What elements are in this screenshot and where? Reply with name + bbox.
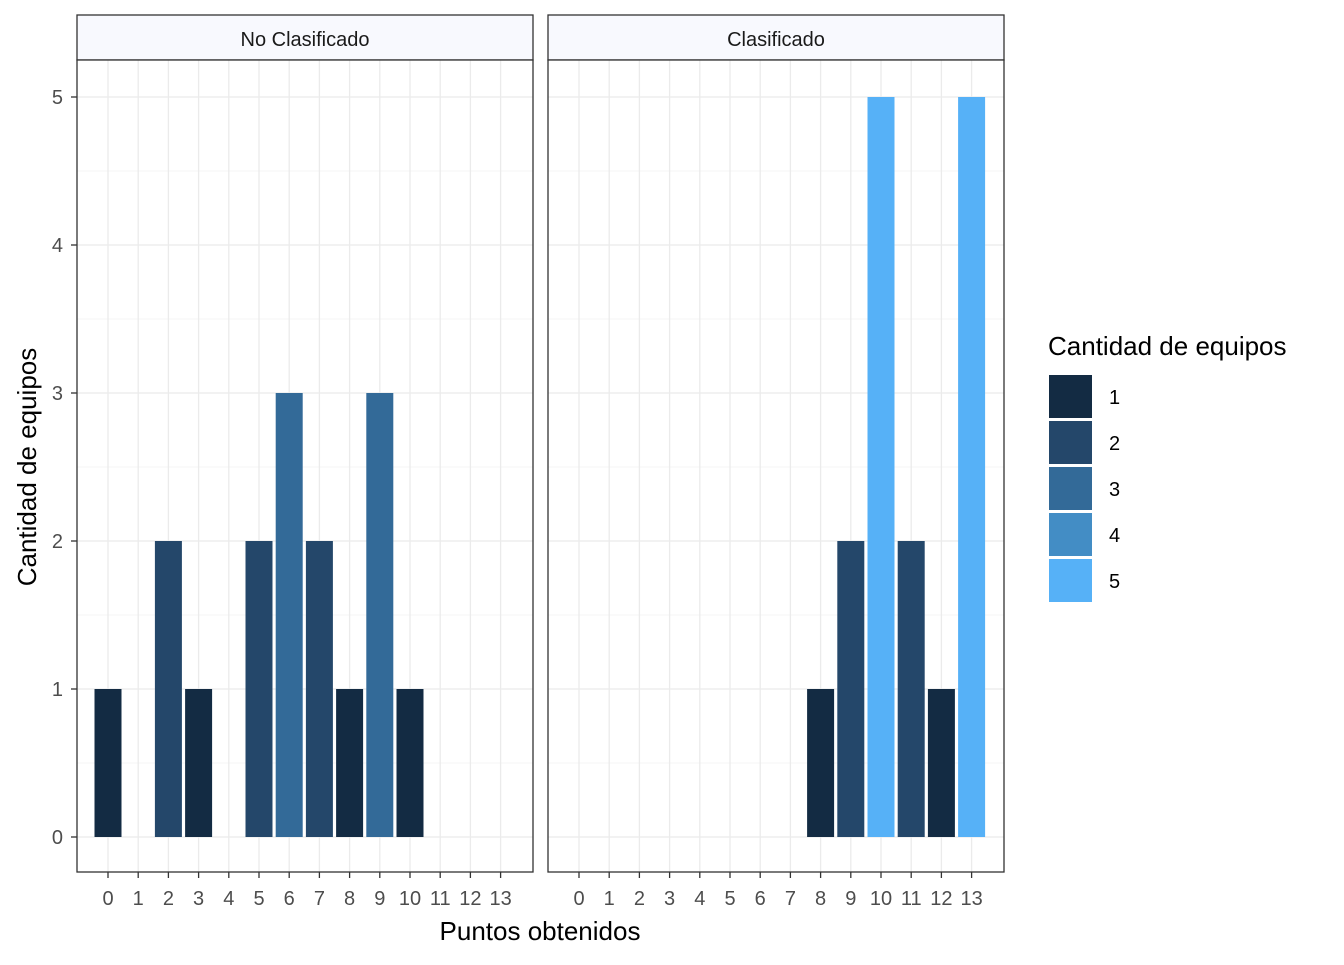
legend-swatch [1049,421,1092,464]
bar [336,689,364,837]
x-tick-label: 1 [133,888,144,910]
legend-title: Cantidad de equipos [1048,331,1287,361]
y-axis-title: Cantidad de equipos [12,348,42,587]
facet-strip [547,14,1005,61]
x-tick-label: 11 [901,888,922,910]
bar [154,541,182,837]
legend-label: 1 [1109,387,1120,409]
x-tick-label: 4 [694,888,705,910]
bar [305,541,333,837]
panel-border [547,59,1005,873]
facet-strip-label: No Clasificado [241,29,370,51]
x-tick-label: 2 [163,888,174,910]
panel-border [76,59,534,873]
bar [366,393,394,837]
x-axis-title: Puntos obtenidos [440,916,641,946]
x-tick-label: 8 [344,888,355,910]
bar [245,541,273,837]
facet-strip [76,14,534,61]
bar [275,393,303,837]
bar [837,541,865,837]
bar [807,689,835,837]
legend: 1 2 3 4 5 [1049,375,1120,602]
legend-label: 2 [1109,433,1120,455]
x-tick-label: 4 [223,888,234,910]
x-tick-label: 12 [459,888,481,910]
x-tick-label: 12 [930,888,952,910]
legend-swatch [1049,467,1092,510]
x-tick-label: 7 [314,888,325,910]
x-tick-label: 3 [664,888,675,910]
legend-label: 5 [1109,571,1120,593]
x-tick-label: 6 [755,888,766,910]
legend-label: 4 [1109,525,1120,547]
x-tick-label: 1 [604,888,615,910]
y-tick-label: 3 [52,383,63,405]
x-tick-label: 10 [399,888,421,910]
bar [396,689,424,837]
x-tick-label: 5 [253,888,264,910]
x-tick-label: 9 [845,888,856,910]
legend-swatch [1049,513,1092,556]
y-tick-label: 1 [52,679,63,701]
y-axis: 0 1 2 3 4 5 [52,87,77,849]
bar [867,97,895,837]
x-tick-label: 8 [815,888,826,910]
bar [185,689,213,837]
x-tick-label: 10 [870,888,892,910]
x-tick-label: 11 [430,888,451,910]
y-tick-label: 5 [52,87,63,109]
x-tick-label: 0 [573,888,584,910]
legend-swatch [1049,559,1092,602]
x-tick-label: 13 [489,888,511,910]
x-tick-label: 3 [193,888,204,910]
x-tick-label: 0 [102,888,113,910]
bar [94,689,122,837]
legend-label: 3 [1109,479,1120,501]
y-tick-label: 0 [52,827,63,849]
panel-background [77,60,533,872]
facet-strip-label: Clasificado [727,29,825,51]
legend-swatch [1049,375,1092,418]
bar [927,689,955,837]
x-tick-label: 9 [374,888,385,910]
y-tick-label: 2 [52,531,63,553]
y-tick-label: 4 [52,235,63,257]
x-tick-label: 6 [284,888,295,910]
bar [958,97,986,837]
x-tick-label: 2 [634,888,645,910]
x-tick-label: 7 [785,888,796,910]
x-tick-label: 13 [960,888,982,910]
bar [897,541,925,837]
x-tick-label: 5 [724,888,735,910]
